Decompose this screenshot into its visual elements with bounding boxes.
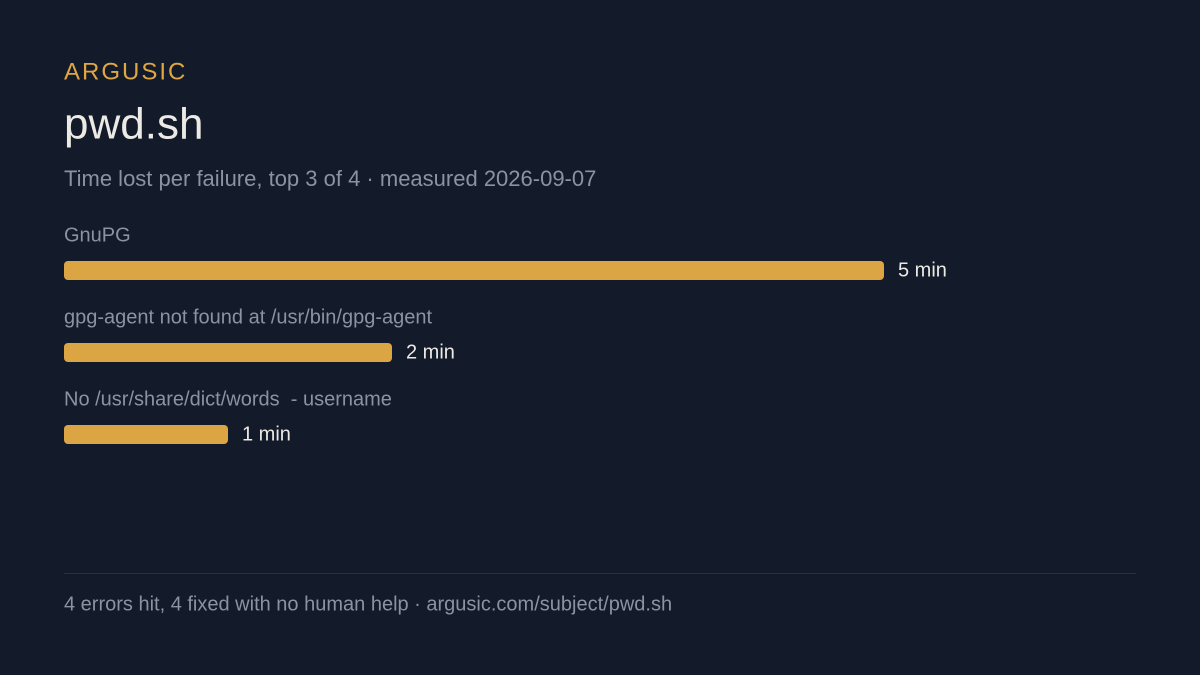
bar — [64, 261, 884, 280]
value-label: 2 min — [406, 341, 455, 363]
bar — [64, 343, 392, 362]
footer: 4 errors hit, 4 fixed with no human help… — [64, 593, 672, 615]
value-label: 5 min — [898, 259, 947, 281]
chart-title: pwd.sh — [64, 100, 203, 149]
category-label: GnuPG — [64, 224, 131, 246]
category-label: gpg-agent not found at /usr/bin/gpg-agen… — [64, 306, 433, 328]
bar — [64, 425, 228, 444]
brand: ARGUSIC — [64, 58, 187, 85]
category-label: No /usr/share/dict/words - username — [64, 388, 392, 410]
value-label: 1 min — [242, 423, 291, 445]
chart-subtitle: Time lost per failure, top 3 of 4 · meas… — [64, 166, 596, 191]
